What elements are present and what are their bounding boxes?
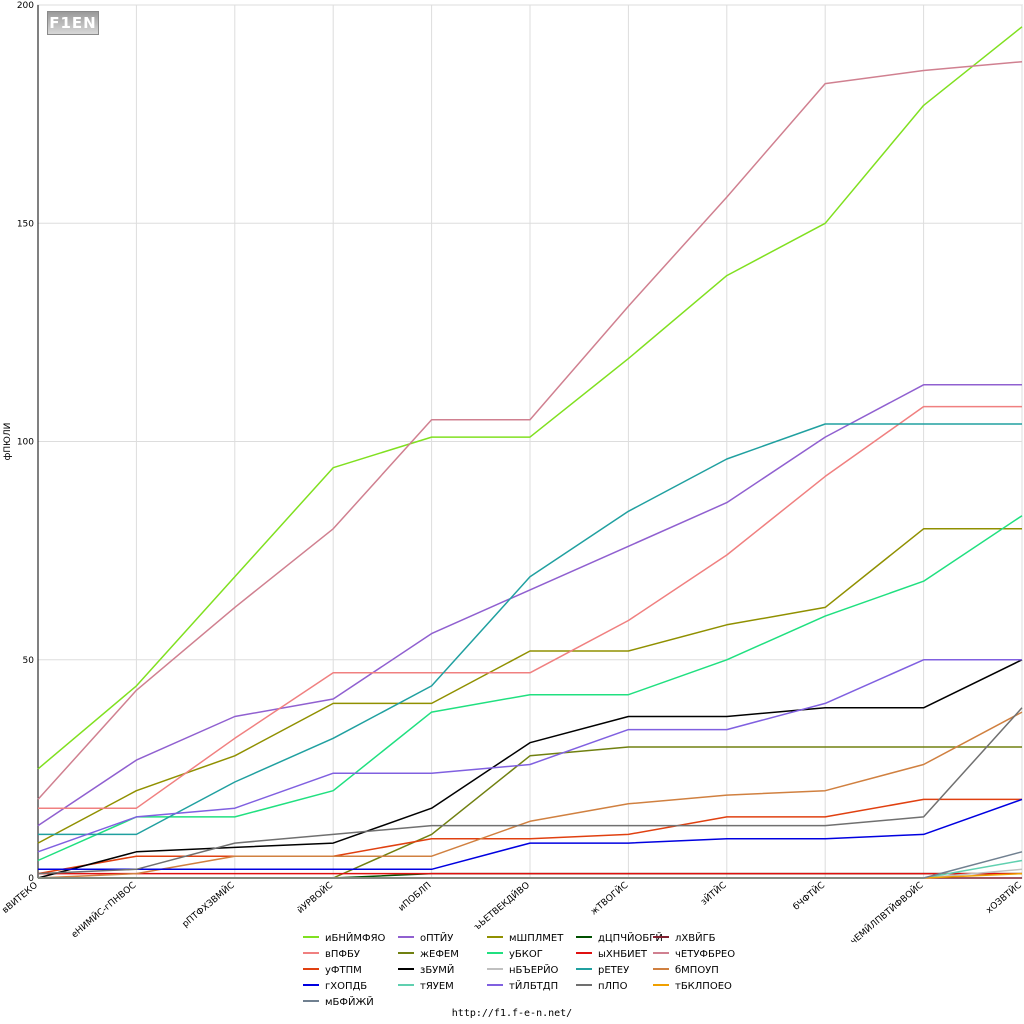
legend-label: мШПЛМЕТ <box>509 933 563 944</box>
legend-label: иБНЙМФЯО <box>325 933 385 944</box>
legend-label: вПФБУ <box>325 949 360 960</box>
x-tick-label: чЕМЙЛПВТЙФВОЙС <box>848 879 926 947</box>
x-tick-label: ъЬЕТВЕКДЙВО <box>471 879 532 933</box>
legend-label: мБФЙЖЙ <box>325 997 374 1008</box>
legend-label: рЕТЕУ <box>598 965 629 976</box>
legend-label: уФТПМ <box>325 965 362 976</box>
legend-swatch <box>576 984 592 986</box>
y-tick-label: 50 <box>23 656 35 666</box>
x-tick-label: хОЗВТЙС <box>983 879 1024 916</box>
legend-item: тБКЛПОЕО <box>653 979 732 994</box>
legend-swatch <box>576 936 592 938</box>
legend-swatch <box>487 968 503 970</box>
footer-url[interactable]: http://f1.f-e-n.net/ <box>0 1008 1024 1019</box>
y-axis-label: фПЮЛИ <box>3 423 13 461</box>
legend-label: тБКЛПОЕО <box>675 981 732 992</box>
legend-item: оПТЙУ <box>398 931 453 946</box>
legend-item: бМПОУП <box>653 963 719 978</box>
legend-label: тЯУЕМ <box>420 981 454 992</box>
legend-swatch <box>303 984 319 986</box>
legend-swatch <box>398 984 414 986</box>
x-tick-label: зЙТЙС <box>698 879 729 908</box>
legend-label: жЕФЕМ <box>420 949 459 960</box>
legend-label: пЛПО <box>598 981 627 992</box>
legend-label: оПТЙУ <box>420 933 453 944</box>
legend-item: гХОПДБ <box>303 979 367 994</box>
legend-item: ыХНБИЕТ <box>576 947 647 962</box>
y-tick-label: 200 <box>17 1 34 11</box>
legend-label: ыХНБИЕТ <box>598 949 647 960</box>
legend-swatch <box>576 952 592 954</box>
x-tick-label: еНИМЙС-гПНВОС <box>69 879 139 940</box>
legend-label: гХОПДБ <box>325 981 367 992</box>
legend-swatch <box>576 968 592 970</box>
legend-swatch <box>653 952 669 954</box>
legend-item: мШПЛМЕТ <box>487 931 563 946</box>
legend-item: тЙЛБТДП <box>487 979 558 994</box>
legend-item: жЕФЕМ <box>398 947 459 962</box>
legend-swatch <box>653 936 669 938</box>
x-tick-label: йУРВОЙС <box>294 879 335 916</box>
legend-label: зБУМЙ <box>420 965 454 976</box>
legend-swatch <box>303 968 319 970</box>
legend-item: вПФБУ <box>303 947 360 962</box>
x-tick-label: иПОБЛП <box>397 881 434 914</box>
legend-item: тЯУЕМ <box>398 979 454 994</box>
legend-swatch <box>303 1000 319 1002</box>
y-tick-label: 100 <box>17 438 34 448</box>
legend-item: рЕТЕУ <box>576 963 629 978</box>
legend-swatch <box>487 984 503 986</box>
y-tick-label: 150 <box>17 219 34 229</box>
legend-label: бМПОУП <box>675 965 719 976</box>
legend-swatch <box>303 936 319 938</box>
legend-item: зБУМЙ <box>398 963 454 978</box>
legend-item: уФТПМ <box>303 963 362 978</box>
legend-swatch <box>398 952 414 954</box>
legend-label: чЕТУФБРЕО <box>675 949 735 960</box>
legend-item: дЦПЧЙОБГЙ <box>576 931 663 946</box>
legend-swatch <box>398 968 414 970</box>
legend-swatch <box>653 984 669 986</box>
f1en-logo: F1EN <box>47 11 99 35</box>
legend-item: чЕТУФБРЕО <box>653 947 735 962</box>
x-tick-label: вВИТЕКО <box>1 881 40 916</box>
legend-swatch <box>398 936 414 938</box>
legend-item: иБНЙМФЯО <box>303 931 385 946</box>
legend-item: нБЪЕРЙО <box>487 963 558 978</box>
x-tick-label: рПТФХЗВМЙС <box>180 879 237 930</box>
legend-label: нБЪЕРЙО <box>509 965 558 976</box>
legend-swatch <box>487 936 503 938</box>
x-tick-label: бЧФТЙС <box>790 879 827 913</box>
legend-item: уБКОГ <box>487 947 543 962</box>
legend-item: лХВЙГБ <box>653 931 716 946</box>
legend-label: уБКОГ <box>509 949 543 960</box>
legend-swatch <box>303 952 319 954</box>
legend-label: лХВЙГБ <box>675 933 716 944</box>
legend-item: пЛПО <box>576 979 627 994</box>
legend-label: тЙЛБТДП <box>509 981 558 992</box>
legend-swatch <box>487 952 503 954</box>
legend-swatch <box>653 968 669 970</box>
x-tick-label: жТВОГЙС <box>588 879 630 917</box>
